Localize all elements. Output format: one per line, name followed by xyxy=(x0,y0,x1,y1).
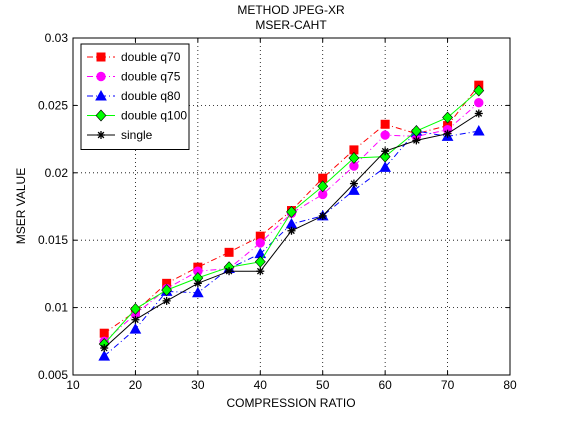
y-tick-label: 0.03 xyxy=(45,31,69,45)
series-layer xyxy=(98,80,485,361)
data-point-double-q80 xyxy=(348,184,360,195)
legend-label: double q75 xyxy=(121,70,181,84)
legend-label: double q100 xyxy=(121,109,187,123)
legend-item-double-q75: double q75 xyxy=(87,70,181,84)
axis-ticks: 10 20 30 40 50 60 70 80 0.005 0.01 0.015 0.02 0.025 0… xyxy=(38,31,517,392)
data-point-single xyxy=(287,226,296,235)
data-point-double-q80 xyxy=(192,286,204,298)
data-point-single xyxy=(474,109,483,118)
y-tick-label: 0.025 xyxy=(38,98,68,112)
data-point-double-q70 xyxy=(380,119,390,129)
y-axis-label: MSER VALUE xyxy=(14,168,28,244)
data-point-single xyxy=(349,179,358,188)
data-point-single xyxy=(131,315,140,324)
data-point-double-q80 xyxy=(379,161,391,172)
y-tick-label: 0.01 xyxy=(45,301,69,315)
data-point-double-q80 xyxy=(472,124,485,136)
chart-subtitle: MSER-CAHT xyxy=(255,18,327,32)
y-tick-label: 0.005 xyxy=(38,368,68,382)
data-point-single xyxy=(193,279,202,288)
legend-item-single: single xyxy=(87,128,153,142)
y-tick-label: 0.02 xyxy=(45,166,69,180)
data-point-single xyxy=(225,267,234,276)
x-tick-label: 50 xyxy=(316,378,330,392)
legend-marker xyxy=(95,89,107,101)
data-point-double-q80 xyxy=(98,350,111,361)
legend-item-double-q70: double q70 xyxy=(87,50,181,64)
x-tick-label: 30 xyxy=(191,378,205,392)
x-tick-label: 60 xyxy=(378,378,392,392)
x-axis-label: COMPRESSION RATIO xyxy=(226,396,355,410)
data-point-double-q100 xyxy=(286,205,297,218)
legend-item-double-q80: double q80 xyxy=(87,89,181,103)
data-point-single xyxy=(381,147,390,156)
data-point-single xyxy=(100,344,109,353)
plot-frame xyxy=(72,37,511,376)
data-point-double-q75 xyxy=(380,130,390,140)
x-tick-label: 70 xyxy=(441,378,455,392)
series-single xyxy=(100,109,483,353)
data-point-single xyxy=(443,129,452,138)
legend-item-double-q100: double q100 xyxy=(87,109,187,123)
data-point-double-q100 xyxy=(161,284,173,297)
legend-label: double q70 xyxy=(121,50,181,64)
data-point-double-q75 xyxy=(474,98,484,108)
data-point-double-q80 xyxy=(129,323,142,334)
data-point-double-q100 xyxy=(473,84,485,97)
legend-marker xyxy=(96,71,106,82)
data-point-double-q100 xyxy=(442,111,453,124)
data-point-double-q100 xyxy=(348,152,360,164)
data-point-double-q75 xyxy=(255,238,265,248)
chart-title: METHOD JPEG-XR xyxy=(237,3,345,17)
data-point-single xyxy=(256,267,265,276)
data-point-double-q70 xyxy=(224,247,234,257)
legend-marker xyxy=(96,52,106,62)
x-tick-label: 80 xyxy=(503,378,517,392)
x-tick-label: 40 xyxy=(254,378,268,392)
data-point-single xyxy=(318,211,327,220)
legend-marker xyxy=(97,131,105,139)
data-point-double-q100 xyxy=(317,180,329,193)
y-tick-label: 0.015 xyxy=(38,233,68,247)
legend-label: single xyxy=(121,128,153,142)
data-point-double-q100 xyxy=(130,303,141,315)
legend: double q70 double q75 double q80 double q10… xyxy=(80,43,190,150)
data-point-single xyxy=(412,136,421,145)
x-tick-label: 20 xyxy=(129,378,143,392)
legend-marker xyxy=(95,109,107,122)
data-point-single xyxy=(162,296,171,305)
x-tick-label: 10 xyxy=(66,378,80,392)
data-point-double-q70 xyxy=(99,328,109,338)
legend-label: double q80 xyxy=(121,89,181,103)
